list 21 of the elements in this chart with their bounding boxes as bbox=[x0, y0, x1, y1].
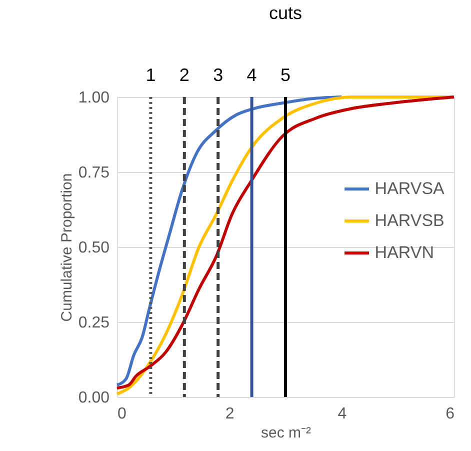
x-tick-label: 6 bbox=[446, 406, 455, 422]
y-axis-title: Cumulative Proportion bbox=[58, 173, 76, 322]
x-tick-label: 2 bbox=[225, 406, 234, 422]
x-tick-label: 0 bbox=[118, 406, 126, 422]
text: 5 bbox=[280, 65, 291, 85]
text: 1 bbox=[146, 65, 156, 85]
chart-title: cuts bbox=[268, 3, 302, 23]
legend-label: HARVN bbox=[374, 243, 434, 262]
text: 2 bbox=[179, 65, 190, 85]
x-tick-label: 4 bbox=[338, 406, 347, 422]
legend-label: HARVSA bbox=[374, 179, 446, 198]
x-axis-title: sec m⁻² bbox=[261, 424, 312, 442]
y-tick-label: 0.00 bbox=[78, 390, 110, 406]
legend-label: HARVSB bbox=[374, 211, 444, 230]
y-tick-label: 0.50 bbox=[78, 240, 110, 256]
line-series bbox=[116, 96, 344, 386]
y-tick-label: 0.25 bbox=[78, 314, 110, 332]
text: 3 bbox=[213, 65, 224, 85]
y-tick-label: 0.75 bbox=[78, 164, 110, 182]
text: 4 bbox=[246, 65, 257, 85]
y-tick-label: 1.00 bbox=[78, 90, 110, 106]
